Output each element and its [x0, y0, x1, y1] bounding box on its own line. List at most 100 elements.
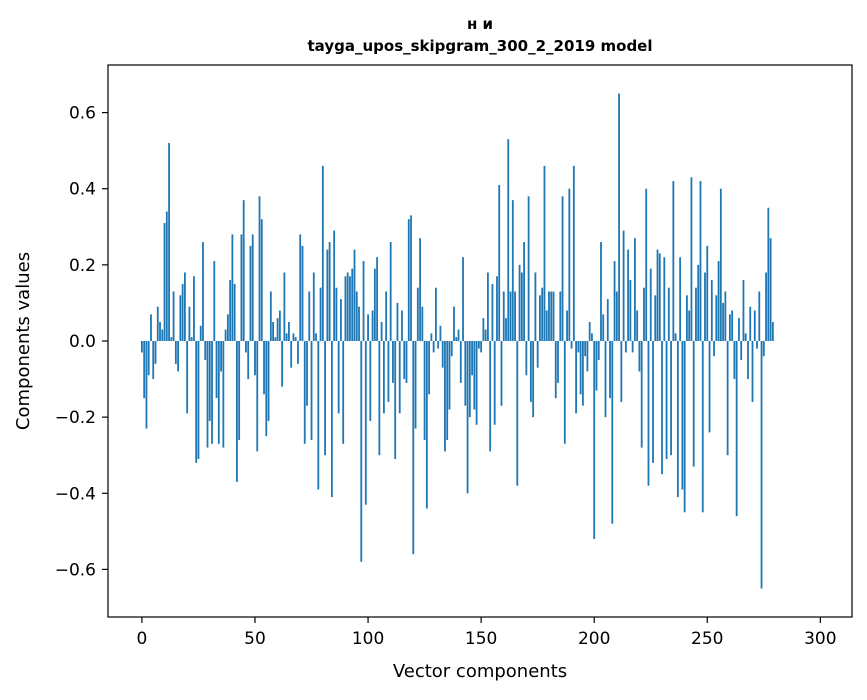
bar-272 [756, 341, 758, 349]
bar-240 [683, 341, 686, 513]
bar-93 [351, 268, 354, 341]
bar-155 [491, 283, 494, 341]
bar-220 [638, 341, 641, 372]
bar-71 [301, 245, 304, 341]
bar-6 [154, 341, 157, 364]
bar-255 [717, 261, 720, 341]
bar-156 [493, 341, 496, 425]
bar-108 [385, 291, 388, 341]
bar-33 [215, 341, 218, 399]
bar-53 [260, 219, 263, 341]
bar-277 [767, 207, 770, 341]
bar-164 [511, 200, 514, 341]
x-tick-label: 300 [804, 629, 836, 649]
bar-177 [541, 287, 544, 341]
bar-141 [459, 341, 462, 383]
bar-29 [206, 341, 209, 448]
bar-27 [202, 242, 204, 341]
bar-133 [441, 341, 444, 368]
bar-123 [419, 238, 421, 341]
bar-84 [330, 341, 333, 498]
bar-213 [622, 230, 625, 341]
bar-166 [516, 341, 519, 486]
bar-224 [647, 341, 650, 486]
bar-54 [263, 341, 265, 395]
bar-160 [502, 291, 505, 341]
bar-226 [652, 341, 654, 463]
bar-47 [247, 341, 250, 380]
x-tick-label: 150 [465, 629, 497, 649]
bar-269 [749, 306, 752, 341]
bar-114 [398, 341, 401, 414]
bar-102 [371, 310, 374, 341]
bar-266 [742, 280, 745, 341]
bar-94 [353, 249, 356, 341]
bar-24 [195, 341, 198, 463]
bar-97 [360, 341, 363, 562]
bar-236 [674, 333, 677, 341]
bar-204 [602, 314, 605, 341]
bar-15 [174, 341, 177, 364]
bar-80 [321, 165, 324, 341]
bar-111 [392, 341, 394, 383]
bar-1 [143, 341, 146, 399]
bar-127 [428, 341, 431, 395]
bar-168 [520, 272, 523, 341]
bar-217 [631, 341, 634, 353]
bar-147 [473, 341, 476, 410]
bar-227 [654, 295, 657, 341]
bar-112 [394, 341, 397, 460]
bar-174 [534, 272, 537, 341]
bar-40 [231, 234, 234, 341]
bar-4 [150, 314, 152, 341]
y-tick-label: 0.6 [69, 104, 96, 124]
bar-219 [636, 310, 639, 341]
bar-249 [704, 272, 706, 341]
bars-layer [141, 93, 774, 589]
bar-222 [643, 287, 645, 341]
bar-231 [663, 257, 666, 341]
bar-68 [294, 337, 297, 341]
y-tick-label: −0.6 [55, 560, 96, 580]
bar-34 [217, 341, 220, 444]
bar-159 [500, 341, 503, 406]
bar-32 [213, 261, 216, 341]
bar-67 [292, 333, 295, 341]
bar-73 [306, 341, 308, 406]
bar-162 [507, 139, 510, 341]
bar-279 [771, 321, 774, 341]
bar-77 [315, 333, 317, 341]
bar-209 [613, 261, 616, 341]
bar-36 [222, 341, 225, 448]
bar-3 [147, 341, 150, 376]
bar-186 [561, 196, 564, 341]
bar-9 [161, 329, 164, 341]
bar-244 [692, 341, 695, 467]
y-axis-title: Components values [13, 252, 34, 430]
bar-214 [624, 341, 627, 353]
bar-211 [618, 93, 620, 341]
bar-158 [498, 184, 501, 341]
bar-252 [710, 280, 713, 341]
bar-170 [525, 341, 528, 376]
bar-235 [672, 181, 675, 341]
bar-30 [208, 341, 211, 421]
bar-239 [681, 341, 684, 490]
bar-247 [699, 181, 702, 341]
bar-259 [726, 341, 729, 456]
bar-69 [297, 341, 299, 364]
bar-250 [706, 245, 709, 341]
chart-title-line1: н и [467, 15, 493, 33]
bar-189 [568, 188, 571, 341]
bar-134 [444, 341, 446, 452]
bar-46 [245, 341, 247, 353]
bar-98 [362, 261, 365, 341]
bar-248 [701, 341, 704, 513]
bar-138 [453, 306, 455, 341]
x-tick-label: 50 [244, 629, 266, 649]
bar-103 [373, 268, 376, 341]
bar-169 [523, 242, 525, 341]
bar-90 [344, 276, 347, 341]
